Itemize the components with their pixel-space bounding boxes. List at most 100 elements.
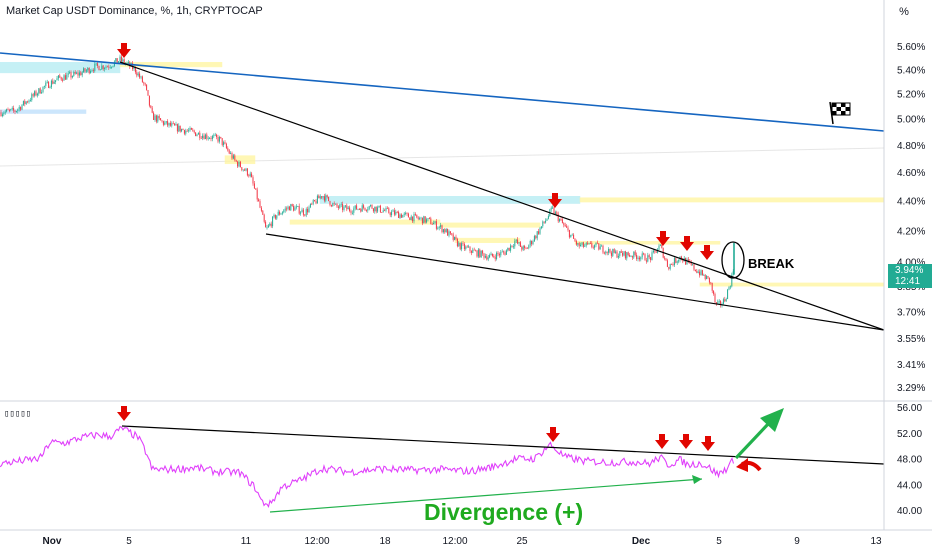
candle-body (87, 67, 89, 71)
candle-body (448, 231, 450, 236)
candle-body (673, 258, 675, 266)
candle-body (210, 138, 212, 140)
candle-body (641, 253, 643, 258)
candle-body (325, 195, 327, 201)
candle-body (165, 121, 167, 123)
red-down-arrow-icon (117, 406, 131, 421)
candle-body (601, 245, 603, 247)
candle-body (169, 122, 171, 126)
candle-body (602, 245, 604, 253)
candle-body (146, 84, 148, 90)
candle-body (32, 94, 34, 96)
time-axis[interactable]: Nov 5 11 12:00 18 12:00 25 Dec 5 9 13 (43, 536, 882, 547)
candle-body (690, 262, 692, 265)
rsi-divergence-line[interactable] (269, 478, 703, 513)
candle-body (465, 246, 467, 250)
candle-body (262, 210, 264, 215)
candle-body (15, 111, 17, 112)
candle-body (724, 299, 726, 302)
candle-body (538, 231, 540, 234)
candle-body (379, 205, 381, 213)
candle-body (239, 161, 241, 168)
zone-rect (699, 282, 884, 287)
candle-body (668, 266, 670, 269)
wedge-upper-trendline[interactable] (119, 61, 885, 331)
candle-body (10, 109, 12, 111)
candle-body (619, 251, 621, 256)
candle-body (357, 208, 359, 210)
candle-body (409, 217, 411, 221)
candle-body (454, 236, 456, 240)
candle-body (430, 218, 432, 225)
candle-body (521, 246, 523, 250)
candle-body (78, 72, 80, 76)
price-tick-label: 3.29% (897, 383, 925, 394)
candle-body (337, 206, 339, 208)
candle-body (83, 68, 85, 73)
candle-body (39, 88, 41, 94)
price-tick-label: 4.20% (897, 226, 925, 237)
candle-body (209, 138, 211, 139)
candle-body (251, 173, 253, 178)
candle-body (134, 66, 136, 73)
candle-body (592, 247, 594, 248)
candle-body (189, 128, 191, 131)
candle-body (438, 226, 440, 228)
rsi-resistance-trendline[interactable] (121, 425, 885, 465)
candle-body (658, 245, 660, 250)
price-axis[interactable]: 5.60% 5.40% 5.20% 5.00% 4.80% 4.60% 4.40% 4.20%… (897, 42, 925, 394)
candle-body (148, 95, 150, 106)
candle-body (722, 299, 724, 305)
candle-body (399, 214, 401, 219)
rsi-axis[interactable]: 56.00 52.00 48.00 44.00 40.00 (897, 403, 922, 517)
candle-body (634, 251, 636, 255)
candle-body (633, 251, 635, 258)
candle-body (88, 67, 90, 74)
candle-body (692, 264, 694, 266)
candle-body (515, 239, 517, 242)
candle-body (374, 206, 376, 212)
candle-body (90, 71, 92, 74)
price-tick-label: 4.80% (897, 141, 925, 152)
candle-body (4, 111, 6, 114)
rsi-indicator-label[interactable]: ▯▯▯▯▯ (4, 409, 32, 419)
blue-resistance-trendline[interactable] (0, 52, 885, 132)
candle-body (727, 289, 729, 300)
candle-body (514, 241, 516, 247)
divergence-annotation: Divergence (+) (424, 499, 583, 525)
price-tick-label: 5.00% (897, 115, 925, 126)
candle-body (333, 203, 335, 205)
percent-scale-button[interactable]: % (899, 6, 909, 18)
candle-body (62, 79, 64, 81)
candle-body (449, 231, 451, 234)
candle-body (290, 204, 292, 211)
candle-body (651, 252, 653, 261)
candle-body (580, 244, 582, 247)
candle-body (265, 221, 267, 228)
candle-body (433, 223, 435, 225)
candle-body (358, 208, 360, 210)
time-tick-label: 18 (379, 536, 391, 547)
candle-body (111, 66, 113, 68)
candle-body (455, 236, 457, 239)
candle-body (546, 218, 548, 221)
candle-body (680, 256, 682, 260)
time-tick-label: 25 (516, 536, 528, 547)
candle-body (644, 254, 646, 261)
candle-body (720, 300, 722, 306)
candle-body (356, 205, 358, 210)
candle-body (496, 252, 498, 260)
candle-body (218, 136, 220, 142)
time-tick-label: 12:00 (304, 536, 329, 547)
candle-body (424, 216, 426, 223)
candle-body (319, 196, 321, 199)
candle-body (563, 223, 565, 226)
candle-body (119, 56, 121, 62)
wedge-lower-trendline[interactable] (265, 233, 885, 331)
candle-body (518, 242, 520, 244)
candle-body (624, 251, 626, 259)
candle-body (568, 230, 570, 238)
candle-body (302, 209, 304, 215)
candle-body (697, 271, 699, 273)
